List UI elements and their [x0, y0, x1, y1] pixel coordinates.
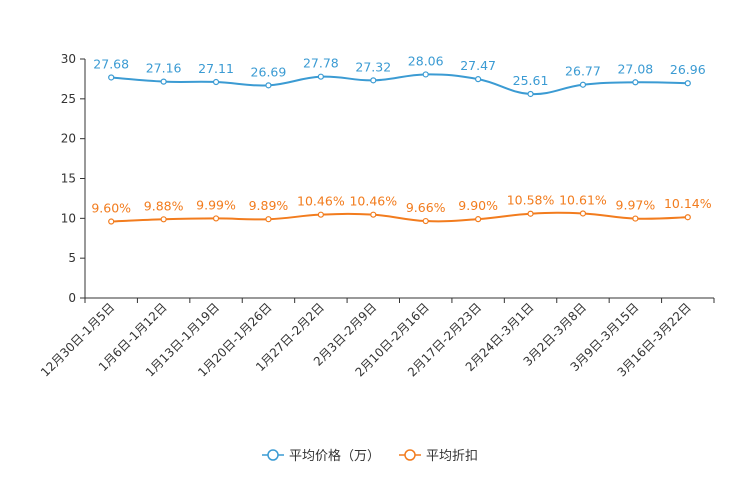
data-point[interactable] [422, 71, 429, 78]
data-label: 9.89% [249, 198, 289, 213]
data-label: 27.68 [93, 56, 129, 71]
data-point[interactable] [527, 210, 534, 217]
data-point[interactable] [684, 80, 691, 87]
data-point[interactable] [579, 210, 587, 217]
data-label: 10.46% [349, 194, 397, 209]
y-tick-label: 10 [61, 211, 76, 225]
data-label: 26.69 [251, 64, 287, 79]
y-tick-label: 0 [68, 291, 76, 305]
data-point[interactable] [632, 215, 639, 222]
data-point[interactable] [160, 78, 167, 85]
data-point[interactable] [160, 216, 167, 223]
data-label: 9.90% [458, 198, 498, 213]
series-0: 27.68 27.16 27.11 26.69 27.78 27.32 28.06 27.47… [93, 53, 706, 98]
data-label: 27.16 [146, 61, 182, 76]
data-point[interactable] [422, 217, 429, 225]
data-label: 9.99% [196, 197, 236, 212]
data-label: 9.97% [616, 198, 656, 213]
series-1: 9.60% 9.88% 9.99% 9.89% 10.46% 10.46% 9.66% 9.9… [91, 192, 712, 225]
data-label: 9.66% [406, 200, 446, 215]
data-label: 9.88% [144, 198, 184, 213]
data-point[interactable] [632, 79, 639, 86]
legend[interactable]: 平均价格（万） 平均折扣 [262, 448, 478, 464]
legend-label: 平均折扣 [426, 449, 478, 464]
data-point[interactable] [212, 215, 220, 222]
data-label: 25.61 [513, 73, 549, 88]
data-point[interactable] [370, 211, 377, 218]
legend-marker [404, 449, 416, 461]
data-point[interactable] [265, 216, 272, 223]
series-layer: 27.68 27.16 27.11 26.69 27.78 27.32 28.06 27.47… [91, 53, 712, 225]
data-point[interactable] [317, 211, 324, 218]
legend-item-0[interactable]: 平均价格（万） [262, 448, 380, 464]
data-label: 10.61% [559, 192, 607, 207]
data-point[interactable] [317, 73, 324, 80]
y-tick-label: 5 [68, 251, 76, 265]
series-line [111, 211, 688, 223]
data-label: 27.78 [303, 56, 339, 71]
data-label: 26.77 [565, 64, 601, 79]
y-tick-label: 15 [61, 172, 76, 186]
data-label: 10.14% [664, 196, 712, 211]
y-tick-label: 25 [61, 92, 76, 106]
data-point[interactable] [527, 90, 534, 98]
legend-label: 平均价格（万） [289, 448, 380, 464]
data-point[interactable] [108, 74, 115, 81]
y-tick-label: 20 [61, 132, 76, 146]
data-label: 27.47 [460, 58, 496, 73]
data-label: 10.58% [507, 193, 555, 208]
series-line [111, 73, 688, 95]
y-tick-label: 30 [61, 52, 76, 66]
data-point[interactable] [212, 78, 220, 86]
data-label: 27.11 [198, 61, 234, 76]
data-point[interactable] [265, 82, 272, 89]
data-point[interactable] [370, 77, 377, 84]
data-point[interactable] [684, 214, 691, 221]
data-point[interactable] [108, 218, 115, 225]
data-label: 10.46% [297, 194, 345, 209]
data-point[interactable] [475, 76, 482, 83]
data-point[interactable] [475, 216, 482, 223]
data-label: 9.60% [91, 201, 131, 216]
legend-item-1[interactable]: 平均折扣 [399, 449, 478, 464]
data-label: 27.32 [355, 59, 391, 74]
data-label: 27.08 [617, 61, 653, 76]
data-point[interactable] [579, 81, 587, 88]
legend-marker [267, 449, 279, 461]
data-label: 28.06 [408, 53, 444, 68]
data-label: 26.96 [670, 62, 706, 77]
